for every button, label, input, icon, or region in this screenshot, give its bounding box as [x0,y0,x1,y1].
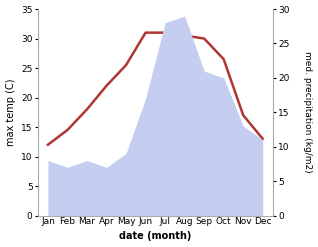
Y-axis label: med. precipitation (kg/m2): med. precipitation (kg/m2) [303,51,313,173]
X-axis label: date (month): date (month) [119,231,191,242]
Y-axis label: max temp (C): max temp (C) [5,79,16,146]
